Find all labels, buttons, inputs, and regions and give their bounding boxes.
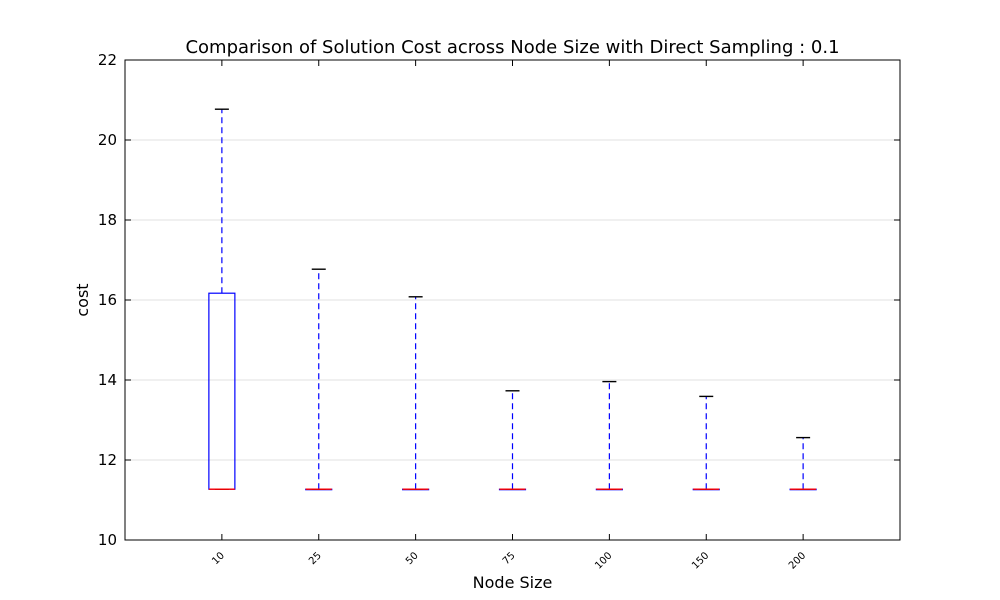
x-tick-label: 50 <box>404 550 421 567</box>
chart-title: Comparison of Solution Cost across Node … <box>185 37 839 58</box>
box-plot-50 <box>402 296 430 491</box>
y-tick-label: 12 <box>98 451 117 469</box>
box-plot-100 <box>595 380 623 491</box>
y-axis-ticks: 10 12 14 16 18 20 22 <box>98 51 900 549</box>
y-tick-label: 10 <box>98 531 117 549</box>
y-axis-label: cost <box>73 283 92 316</box>
box-plot-150 <box>692 395 720 491</box>
y-tick-label: 14 <box>98 371 117 389</box>
y-tick-label: 22 <box>98 51 117 69</box>
box-plots <box>208 108 817 491</box>
x-tick-label: 150 <box>690 550 711 571</box>
box-plot-10 <box>208 108 236 490</box>
y-tick-label: 20 <box>98 131 117 149</box>
x-tick-label: 200 <box>787 550 808 571</box>
y-tick-label: 18 <box>98 211 117 229</box>
box-plot-200 <box>789 436 817 491</box>
x-tick-label: 100 <box>593 550 614 571</box>
x-axis-label: Node Size <box>473 573 553 592</box>
x-tick-label: 75 <box>501 550 518 567</box>
box-plot-25 <box>305 268 333 491</box>
y-tick-label: 16 <box>98 291 117 309</box>
x-axis-ticks: 10 25 50 75 100 150 200 <box>210 60 808 572</box>
x-tick-label: 25 <box>307 550 324 567</box>
grid-lines <box>125 139 900 461</box>
box-plot-75 <box>498 390 527 491</box>
x-tick-label: 10 <box>210 550 227 567</box>
